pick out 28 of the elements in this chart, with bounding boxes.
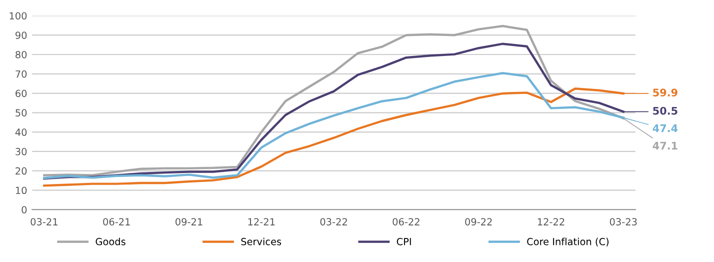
y-tick-label: 10 bbox=[16, 186, 27, 194]
x-tick-label: 12-22 bbox=[538, 218, 564, 226]
x-tick-label: 09-21 bbox=[176, 218, 202, 226]
y-tick-label: 40 bbox=[15, 128, 27, 136]
annotation: 47.1 bbox=[652, 142, 678, 150]
y-tick-label: 0 bbox=[22, 206, 27, 214]
y-tick-label: 20 bbox=[16, 167, 27, 175]
annotation: 59.9 bbox=[653, 88, 678, 96]
y-tick-label: 60 bbox=[16, 90, 27, 98]
y-tick-label: 90 bbox=[16, 32, 27, 39]
legend-label: CPI bbox=[396, 238, 411, 246]
x-tick-label: 03-21 bbox=[30, 218, 58, 226]
y-tick-label: 70 bbox=[16, 70, 27, 78]
y-tick-label: 80 bbox=[16, 50, 27, 58]
legend-label: Goods bbox=[96, 238, 126, 246]
x-tick-label: 03-23 bbox=[610, 218, 637, 226]
x-tick-label: 06-22 bbox=[392, 218, 420, 226]
x-tick-label: 09-22 bbox=[465, 218, 492, 226]
x-tick-label: 06-21 bbox=[103, 218, 130, 226]
x-tick-label: 12-21 bbox=[248, 218, 275, 226]
annotation: 47.4 bbox=[652, 124, 678, 132]
legend-label: Services bbox=[241, 238, 282, 246]
legend-label: Core Inflation (C) bbox=[527, 238, 608, 246]
y-tick-label: 50 bbox=[16, 109, 27, 116]
y-tick-label: 100 bbox=[10, 12, 27, 20]
annotation: 50.5 bbox=[653, 106, 678, 115]
y-tick-label: 30 bbox=[16, 148, 27, 156]
x-tick-label: 03-22 bbox=[320, 218, 347, 226]
